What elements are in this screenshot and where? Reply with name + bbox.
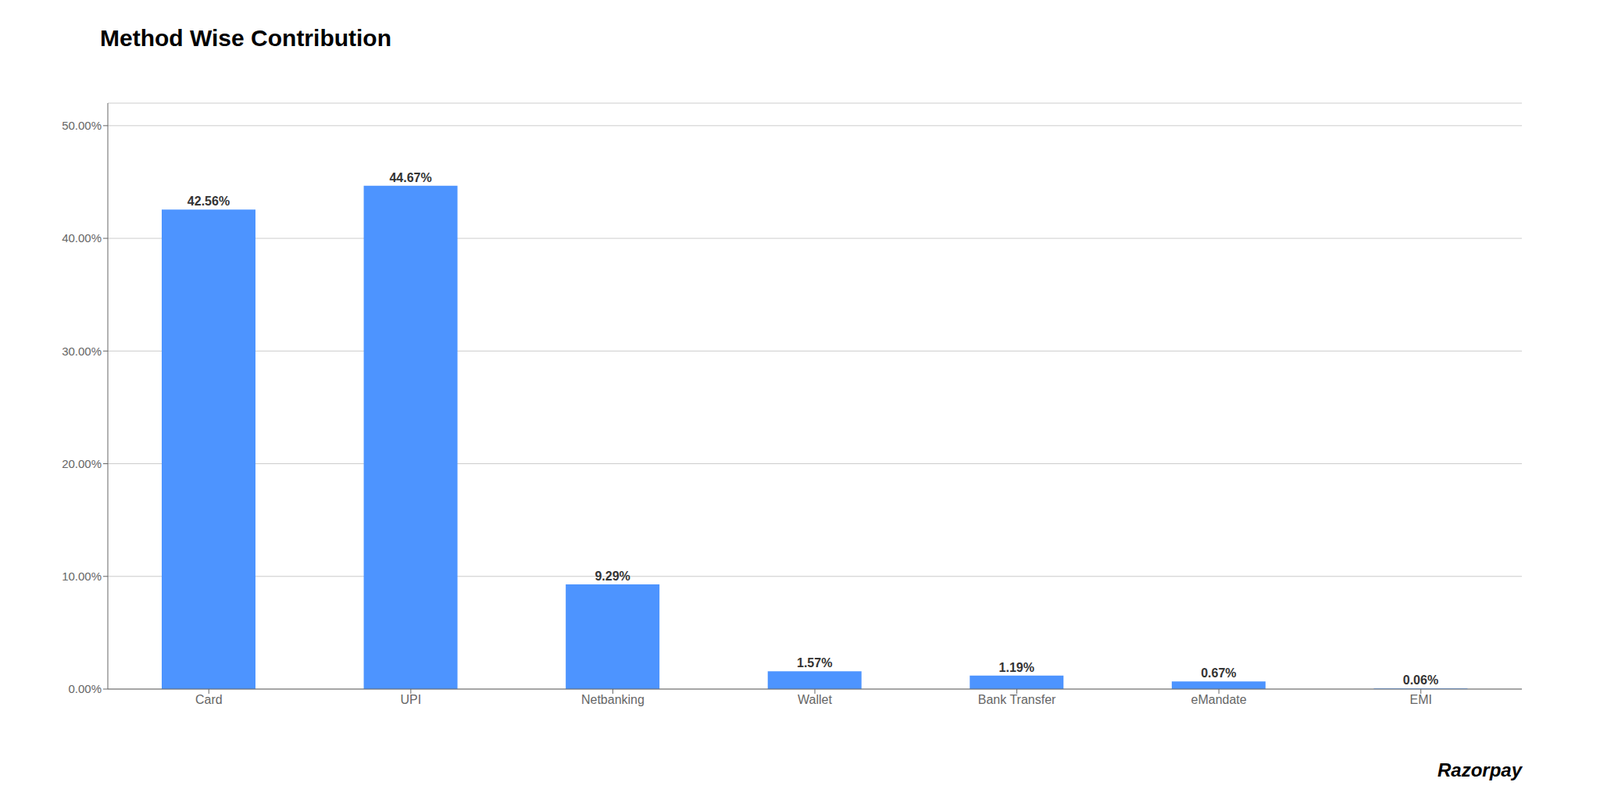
svg-text:eMandate: eMandate — [1191, 692, 1247, 707]
svg-text:1.19%: 1.19% — [999, 660, 1035, 675]
svg-text:Bank Transfer: Bank Transfer — [978, 692, 1057, 707]
svg-text:Wallet: Wallet — [797, 692, 833, 707]
svg-text:0.00%: 0.00% — [67, 682, 102, 696]
svg-text:40.00%: 40.00% — [61, 231, 102, 245]
html-text:Method Wise Contribution: Method Wise Contribution — [100, 25, 392, 51]
svg-text:42.56%: 42.56% — [187, 194, 230, 208]
svg-text:10.00%: 10.00% — [61, 569, 102, 583]
svg-text:Card: Card — [195, 692, 223, 707]
svg-text:Netbanking: Netbanking — [581, 692, 645, 707]
svg-text:UPI: UPI — [400, 692, 422, 707]
svg-text:0.06%: 0.06% — [1403, 673, 1439, 687]
svg-text:9.29%: 9.29% — [594, 569, 630, 583]
svg-text:20.00%: 20.00% — [61, 457, 102, 471]
svg-text:44.67%: 44.67% — [389, 171, 432, 185]
html-text:Razorpay: Razorpay — [1437, 759, 1522, 781]
svg-text:30.00%: 30.00% — [61, 344, 102, 358]
svg-text:0.67%: 0.67% — [1200, 666, 1236, 680]
svg-text:EMI: EMI — [1409, 692, 1432, 707]
svg-text:50.00%: 50.00% — [61, 118, 102, 133]
svg-text:1.57%: 1.57% — [796, 656, 833, 670]
